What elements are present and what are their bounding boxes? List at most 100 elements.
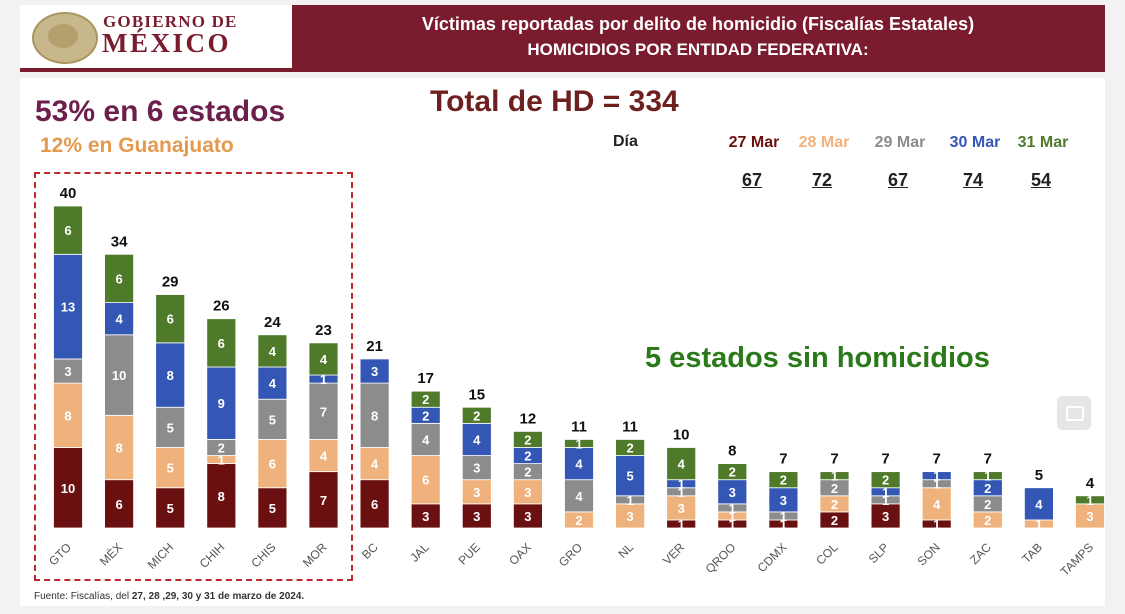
day-total-2: 67 [887,170,909,190]
segment-label: 1 [984,469,991,484]
bar-segment [461,422,492,456]
x-tick-label: BC [359,540,381,562]
x-tick-label: CHIH [197,540,228,571]
bar-segment [564,439,594,448]
segment-label: 2 [524,465,531,480]
bar-segment [870,503,901,529]
day-label-2: 29 Mar [874,134,926,151]
segment-label: 3 [626,509,633,524]
segment-label: 8 [115,441,122,456]
x-tick-label: CDMX [755,540,790,575]
bar-segment [870,471,901,489]
segment-label: 1 [729,517,736,532]
segment-label: 2 [882,473,889,488]
bar-segment [717,463,748,481]
x-tick-label: TAMPS [1058,540,1097,579]
no-homicide-label: 5 estados sin homicidios [645,342,990,374]
segment-label: 3 [524,509,531,524]
segment-label: 4 [933,497,941,512]
bar-segment [564,447,594,481]
bar-segment [155,294,186,344]
day-total-3: 74 [962,170,984,190]
bar-segment [461,406,492,424]
bar-segment [155,342,186,408]
segment-label: 2 [218,441,225,456]
segment-label: 3 [371,364,378,379]
header-title: Víctimas reportadas por delito de homici… [421,14,975,34]
total-label: Total de HD = 334 [430,85,679,118]
day-label-3: 30 Mar [949,134,1001,151]
bar-total-label: 7 [779,451,787,468]
bar-segment [53,382,83,448]
segment-label: 4 [115,312,123,327]
segment-label: 6 [371,497,378,512]
segment-label: 10 [112,368,126,383]
segment-label: 2 [984,481,991,496]
x-tick-label: ZAC [967,540,994,567]
segment-label: 1 [729,501,736,516]
x-tick-label: SLP [866,540,892,566]
segment-label: 3 [678,501,685,516]
segment-label: 1 [218,453,225,468]
bar-segment [666,447,697,481]
bar-total-label: 8 [728,443,736,460]
bar-segment [155,406,186,448]
segment-label: 1 [729,509,736,524]
bar-total-label: 5 [1035,467,1043,484]
bar-segment [53,447,83,529]
segment-label: 6 [64,223,71,238]
bar-segment [768,471,799,489]
x-tick-label: GRO [556,540,585,569]
bar-segment [461,479,492,505]
bar-total-label: 11 [622,418,638,435]
source-dates: 27, 28 ,29, 30 y 31 de marzo de 2024. [131,591,305,602]
bar-segment [972,471,1003,481]
segment-label: 2 [831,497,838,512]
bar-segment [461,455,492,481]
header-subtitle: HOMICIDIOS POR ENTIDAD FEDERATIVA: [527,40,869,59]
bar-total-label: 40 [60,185,77,202]
bar-segment [615,455,645,497]
segment-label: 1 [1086,493,1093,508]
x-tick-label: MICH [145,540,177,572]
source-note: Fuente: Fiscalías, del 27, 28 ,29, 30 y … [34,591,304,602]
bar-segment [53,358,83,384]
bar-segment [53,253,83,360]
bar-segment [921,471,952,481]
headline-six-states: 53% en 6 estados [35,95,286,128]
segment-label: 5 [167,420,174,435]
expand-icon[interactable] [1057,396,1091,430]
segment-label: 4 [269,344,277,359]
bar-total-label: 7 [830,451,838,468]
day-label-1: 28 Mar [798,134,850,151]
bar-segment [359,479,390,529]
bar-segment [513,503,543,529]
segment-label: 4 [269,376,277,391]
bar-segment [104,302,134,336]
bar-segment [257,334,288,368]
segment-label: 2 [626,441,633,456]
x-tick-label: COL [813,540,841,568]
segment-label: 6 [115,497,122,512]
segment-label: 6 [422,473,429,488]
segment-label: 5 [167,461,174,476]
segment-label: 3 [524,485,531,500]
segment-label: 2 [984,497,991,512]
bar-segment [615,439,645,456]
segment-label: 4 [575,489,583,504]
bar-segment [53,205,83,255]
x-tick-label: SON [915,540,943,568]
segment-label: 2 [831,513,838,528]
bar-total-label: 17 [417,370,434,387]
segment-label: 1 [831,469,838,484]
bar-total-label: 7 [984,451,992,468]
segment-label: 1 [780,517,787,532]
bar-segment [410,422,441,456]
logo-text-line2: MÉXICO [102,28,231,58]
bar-segment [206,366,237,440]
segment-label: 4 [320,449,328,464]
segment-label: 4 [473,432,481,447]
bar-segment [615,503,645,529]
bar-segment [257,398,288,440]
